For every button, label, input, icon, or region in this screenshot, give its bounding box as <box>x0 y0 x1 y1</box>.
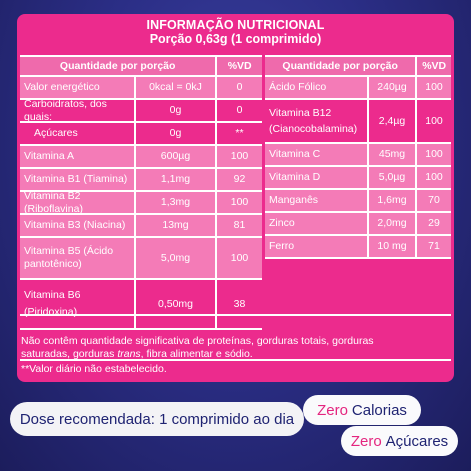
row-vd: 71 <box>428 240 440 252</box>
header-quantity: Quantidade por porção <box>20 57 218 75</box>
table-row: Carboidratos, dos quais: 0g 0 <box>20 98 262 123</box>
nutrition-facts-panel: INFORMAÇÃO NUTRICIONAL Porção 0,63g (1 c… <box>17 14 454 382</box>
row-name: Vitamina B6 (Piridoxina) <box>20 280 136 328</box>
zero-sugars-badge: Zero Açúcares <box>341 426 458 456</box>
table-row: Vitamina C 45mg 100 <box>265 144 451 167</box>
row-name: Valor energético <box>20 77 136 98</box>
disclaimer-trans: trans <box>117 348 141 360</box>
footnote: **Valor diário não estabelecido. <box>21 363 167 375</box>
row-name-line2: pantotênico) <box>24 258 82 270</box>
row-name-line1: Vitamina B5 (Ácido <box>24 245 114 257</box>
row-qty: 5,0µg <box>369 167 417 188</box>
row-qty: 45mg <box>369 144 417 165</box>
zero-calories-badge: Zero Calorias <box>303 395 421 425</box>
header-vd: %VD <box>227 60 252 72</box>
table-row: Vitamina B6 (Piridoxina) 0,50mg 38 <box>20 280 262 330</box>
row-qty: 10 mg <box>369 236 417 257</box>
row-qty: 600µg <box>136 146 217 167</box>
panel-title: INFORMAÇÃO NUTRICIONAL <box>146 18 325 32</box>
table-row: Zinco 2,0mg 29 <box>265 213 451 236</box>
row-vd: 100 <box>425 81 443 93</box>
row-vd: 100 <box>230 251 249 264</box>
header-quantity: Quantidade por porção <box>265 57 418 75</box>
row-qty: 2,0mg <box>369 213 417 234</box>
disclaimer-text: Não contêm quantidade significativa de p… <box>21 335 449 361</box>
row-qty: 0kcal = 0kJ <box>136 77 217 98</box>
table-row: Vitamina B5 (Ácido pantotênico) 5,0mg 10… <box>20 238 262 280</box>
row-name-line1: Vitamina B6 <box>24 289 81 301</box>
row-name-line1: Vitamina B12 <box>269 106 332 119</box>
row-name: Vitamina B1 (Tiamina) <box>20 169 136 190</box>
row-name-line2: (Cianocobalamina) <box>269 122 358 135</box>
row-vd: 29 <box>428 217 440 229</box>
disclaimer-part: , fibra alimentar e sódio. <box>140 348 253 360</box>
badge-accent: Zero <box>317 401 348 419</box>
row-vd: 81 <box>233 219 246 231</box>
row-qty: 5,0mg <box>136 238 217 278</box>
row-name: Manganês <box>265 190 369 211</box>
divider <box>20 359 451 361</box>
row-qty: 1,6mg <box>369 190 417 211</box>
table-row: Vitamina A 600µg 100 <box>20 146 262 169</box>
row-name-line2: (Piridoxina) <box>24 306 78 318</box>
row-vd: ** <box>235 127 244 139</box>
row-vd: 100 <box>425 114 443 127</box>
row-name: Ácido Fólico <box>265 77 369 98</box>
row-vd: 100 <box>230 150 249 162</box>
row-qty: 1,3mg <box>136 192 217 213</box>
badge-accent: Zero <box>350 432 382 450</box>
row-name: Vitamina D <box>265 167 369 188</box>
nutrition-table-left: Quantidade por porção %VD Valor energéti… <box>20 55 262 330</box>
table-row: Vitamina B3 (Niacina) 13mg 81 <box>20 215 262 238</box>
table-row: Vitamina B12 (Cianocobalamina) 2,4µg 100 <box>265 100 451 144</box>
table-header: Quantidade por porção %VD <box>265 57 451 77</box>
header-vd: %VD <box>422 60 447 72</box>
row-vd: 100 <box>425 148 443 160</box>
row-name: Vitamina A <box>20 146 136 167</box>
row-name: Zinco <box>265 213 369 234</box>
row-qty: 2,4µg <box>369 100 417 142</box>
nutrition-table-right: Quantidade por porção %VD Ácido Fólico 2… <box>265 55 451 345</box>
disclaimer-line2: saturadas, gorduras trans, fibra aliment… <box>21 348 449 361</box>
table-row: Manganês 1,6mg 70 <box>265 190 451 213</box>
panel-subtitle: Porção 0,63g (1 comprimido) <box>149 32 322 46</box>
row-qty: 0g <box>136 100 217 121</box>
row-vd: 100 <box>425 171 443 183</box>
row-name: Vitamina B5 (Ácido pantotênico) <box>20 238 136 278</box>
row-name: Vitamina B12 (Cianocobalamina) <box>265 100 369 142</box>
row-vd: 0 <box>236 81 243 93</box>
table-row: Açúcares 0g ** <box>20 123 262 146</box>
disclaimer-part: saturadas, gorduras <box>21 348 118 360</box>
row-name: Vitamina B2 (Riboflavina) <box>20 190 136 215</box>
row-qty: 0g <box>136 123 217 144</box>
row-name: Vitamina B3 (Niacina) <box>20 215 136 236</box>
dose-recommendation-badge: Dose recomendada: 1 comprimido ao dia <box>10 402 304 436</box>
row-name: Carboidratos, dos quais: <box>20 98 136 123</box>
row-vd: 70 <box>428 194 440 206</box>
row-qty: 1,1mg <box>136 169 217 190</box>
table-row: Vitamina D 5,0µg 100 <box>265 167 451 190</box>
table-row: Vitamina B2 (Riboflavina) 1,3mg 100 <box>20 190 262 215</box>
row-vd: 0 <box>236 104 243 116</box>
table-row: Valor energético 0kcal = 0kJ 0 <box>20 77 262 100</box>
row-qty: 240µg <box>369 77 417 98</box>
table-filler <box>265 259 451 345</box>
row-vd: 92 <box>233 173 246 185</box>
badge-text: Açúcares <box>385 432 449 450</box>
disclaimer-line1: Não contêm quantidade significativa de p… <box>21 335 374 347</box>
table-row: Ácido Fólico 240µg 100 <box>265 77 451 100</box>
row-qty: 0,50mg <box>136 280 217 328</box>
divider <box>20 314 451 316</box>
row-name: Vitamina C <box>265 144 369 165</box>
row-qty: 13mg <box>136 215 217 236</box>
badge-text: Calorias <box>351 401 407 419</box>
row-name: Açúcares <box>20 123 136 144</box>
row-vd: 38 <box>233 297 246 310</box>
row-vd: 100 <box>230 196 249 208</box>
table-row: Ferro 10 mg 71 <box>265 236 451 259</box>
table-row: Vitamina B1 (Tiamina) 1,1mg 92 <box>20 169 262 192</box>
table-header: Quantidade por porção %VD <box>20 57 262 77</box>
row-name: Ferro <box>265 236 369 257</box>
